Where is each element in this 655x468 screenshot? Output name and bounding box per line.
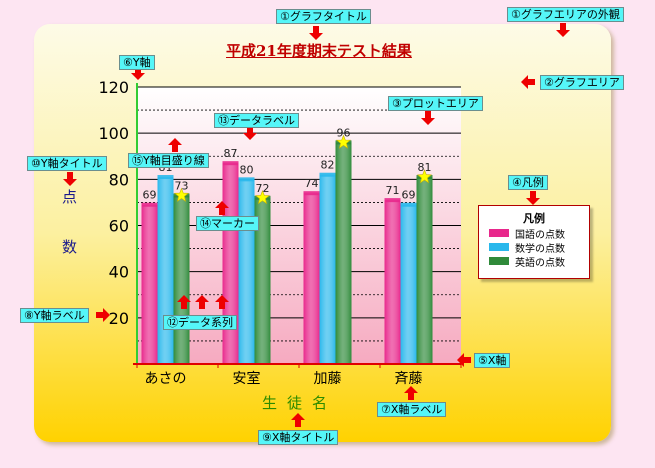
arrow-x-axis-title [291,413,305,427]
bar-highlight [222,163,239,364]
y-axis-title-char-2[interactable]: 数 [62,238,78,256]
callout-graph-area: ②グラフエリア [540,75,624,90]
bar-highlight [384,200,401,364]
arrow-data-series [195,295,209,309]
arrow-data-series [177,295,191,309]
bar-highlight [141,204,158,364]
callout-marker: ⑭マーカー [196,216,259,231]
y-tick-labels: 20 40 60 80 100 120 [98,78,129,328]
callout-y-gridlines: ⑮Y軸目盛り線 [128,153,209,168]
callout-x-axis: ⑤X軸 [474,353,511,368]
arrow-graph-title [309,26,323,40]
marker-star [335,134,352,149]
y-tick-label: 100 [98,124,129,143]
x-tick-label: 安室 [233,370,261,387]
bar-cap [319,172,336,177]
data-label: 80 [240,163,254,176]
axes [133,83,462,368]
data-label: 96 [337,126,351,139]
bar-highlight [319,174,336,364]
x-tick-labels: あさの 安室 加藤 斉藤 [145,370,423,387]
callout-arrows [63,23,570,427]
callout-plot-area: ③プロットエリア [388,96,483,111]
arrow-x-axis-label [404,386,418,400]
callout-y-axis-title: ⑩Y軸タイトル [27,156,107,171]
marker-star [417,169,432,184]
arrow-y-axis-title [63,172,77,186]
data-label: 74 [305,177,319,190]
callout-data-series: ⑫データ系列 [163,315,237,330]
arrow-plot-area [421,111,435,125]
legend-label: 国語の点数 [515,229,565,241]
callout-data-label: ⑬データラベル [214,113,299,128]
arrow-y-axis-label [96,308,110,322]
data-label: 69 [143,189,157,202]
y-tick-label: 20 [109,309,129,328]
x-tick-label: あさの [145,371,187,387]
y-tick-label: 40 [109,263,129,282]
callout-x-axis-title: ⑨X軸タイトル [258,430,339,445]
marker-star [173,187,190,202]
arrow-y-axis [131,66,145,80]
bar-highlight [157,177,174,364]
bar-cap [238,177,255,182]
data-label: 82 [321,159,335,172]
bar-highlight [303,193,320,364]
data-label: 87 [224,147,238,160]
x-tick-label: 加藤 [314,371,342,387]
bar-cap [400,202,417,207]
bar-highlight [335,142,352,364]
callout-legend: ④凡例 [508,175,548,190]
callout-graph-title: ①グラフタイトル [276,9,371,24]
legend-label: 英語の点数 [515,257,565,269]
chart-title[interactable]: 平成21年度期末テスト結果 [226,42,412,60]
arrow-graph-area [521,75,535,89]
legend[interactable]: 凡例 国語の点数 数学の点数 英語の点数 [478,205,590,279]
legend-label: 数学の点数 [515,243,565,255]
arrow-y-gridlines [168,138,182,152]
legend-item: 英語の点数 [489,254,589,269]
callout-graph-area-outside: ①グラフエリアの外観 [507,7,624,22]
callout-x-axis-label: ⑦X軸ラベル [377,402,447,417]
callout-y-axis: ⑥Y軸 [119,55,155,70]
arrow-data-label [243,126,257,140]
bar-highlight [238,179,255,364]
data-label: 71 [386,184,400,197]
legend-item: 数学の点数 [489,240,589,255]
bar-cap [222,161,239,166]
data-label: 73 [175,179,189,192]
data-label: 81 [418,161,432,174]
bar-cap [141,202,158,207]
x-axis-title[interactable]: 生徒名 [262,394,338,412]
bar-highlight [416,177,433,364]
x-tick-label: 斉藤 [395,371,423,387]
marker-star [254,189,271,205]
y-axis-title-char-1[interactable]: 点 [62,188,78,206]
arrow-graph-area-outside [556,23,570,37]
bar-cap [384,198,401,203]
bar-cap [157,175,174,180]
arrow-legend [526,191,540,205]
y-tick-label: 80 [109,170,129,189]
bar-highlight [173,195,190,364]
bar-highlight [400,204,417,364]
bar-cap [303,191,320,196]
data-label: 69 [402,189,416,202]
arrow-data-series [215,295,229,309]
arrow-marker [215,201,229,215]
y-tick-label: 60 [109,217,129,236]
y-tick-label: 120 [98,78,129,97]
callout-y-axis-label: ⑧Y軸ラベル [20,308,89,323]
legend-title: 凡例 [523,212,545,225]
arrow-x-axis [457,353,471,367]
bar-highlight [254,197,271,364]
data-label: 72 [256,182,270,195]
legend-item: 国語の点数 [489,226,589,241]
